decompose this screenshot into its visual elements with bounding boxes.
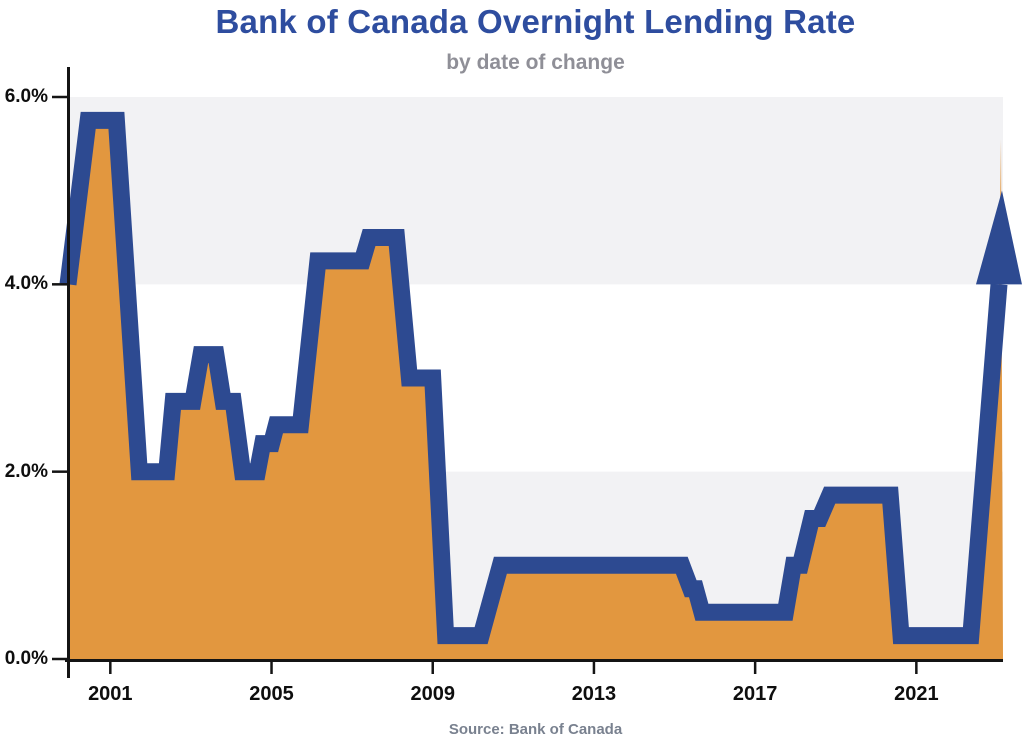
- x-axis-label: 2017: [732, 683, 778, 705]
- stripe-band: [69, 97, 1003, 285]
- x-axis-label: 2013: [571, 683, 617, 705]
- y-axis-label: 2.0%: [4, 460, 48, 482]
- source-caption: Source: Bank of Canada: [448, 721, 623, 738]
- rate-line: [59, 111, 1008, 645]
- trend-arrow-head: [975, 190, 1022, 285]
- y-axis-label: 0.0%: [4, 648, 48, 669]
- y-axis-label: 4.0%: [4, 273, 48, 295]
- x-axis-label: 2021: [894, 683, 939, 705]
- x-axis-label: 2009: [410, 683, 455, 705]
- x-axis-label: 2001: [88, 683, 133, 705]
- x-axis-label: 2005: [249, 683, 294, 705]
- rate-area: [68, 120, 1003, 659]
- y-axis-label: 6.0%: [4, 86, 48, 107]
